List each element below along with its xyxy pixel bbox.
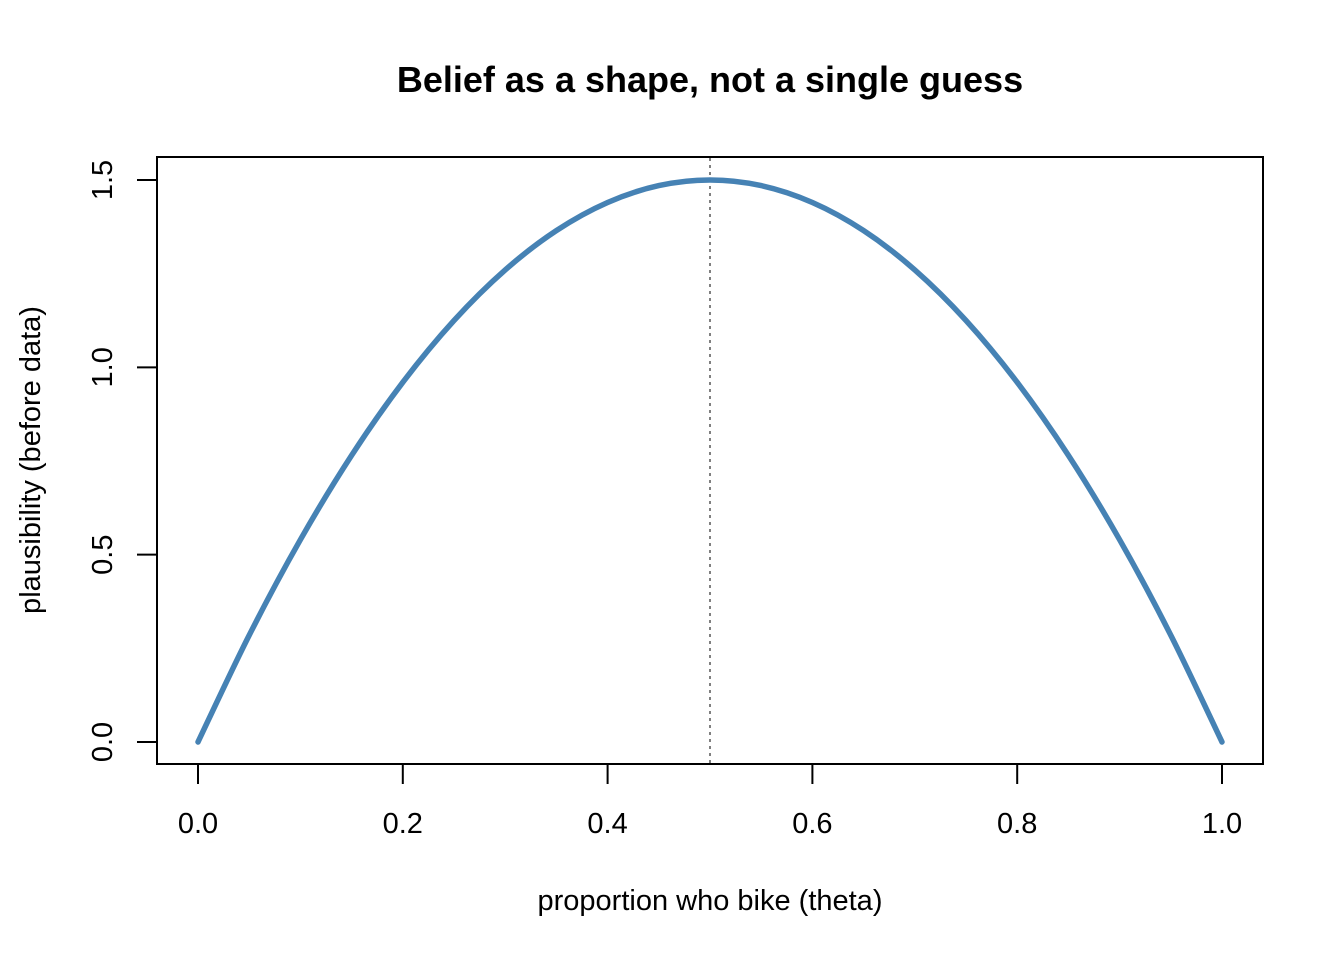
x-tick-label: 0.8 [997, 808, 1037, 840]
chart-title: Belief as a shape, not a single guess [397, 59, 1023, 100]
y-tick-label: 0.5 [87, 535, 119, 575]
y-tick-label: 0.0 [87, 722, 119, 762]
x-tick-label: 0.0 [178, 808, 218, 840]
x-axis-label: proportion who bike (theta) [538, 885, 883, 917]
x-tick-label: 1.0 [1202, 808, 1242, 840]
series-line [195, 177, 1225, 745]
series-layer [195, 177, 1225, 745]
x-tick-label: 0.4 [587, 808, 627, 840]
y-axis: 0.0 0.5 1.0 1.5 [87, 160, 158, 762]
x-axis: 0.0 0.2 0.4 0.6 0.8 1.0 [178, 763, 1242, 840]
y-tick-label: 1.0 [87, 347, 119, 387]
x-tick-label: 0.2 [383, 808, 423, 840]
y-tick-label: 1.5 [87, 160, 119, 200]
y-axis-label: plausibility (before data) [15, 306, 47, 614]
x-tick-label: 0.6 [792, 808, 832, 840]
